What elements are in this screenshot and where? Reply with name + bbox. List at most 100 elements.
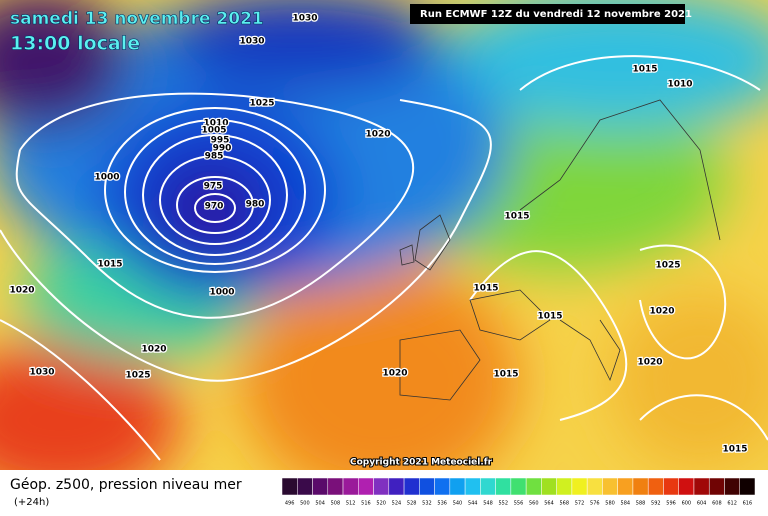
date-label: samedi 13 novembre 2021 xyxy=(10,9,264,29)
isobar-label: 1025 xyxy=(249,99,274,109)
scale-swatch xyxy=(739,477,756,496)
isobar-label: 975 xyxy=(204,182,223,192)
isobar-label: 980 xyxy=(246,200,265,210)
scale-label: 556 xyxy=(514,501,524,507)
scale-swatch xyxy=(632,477,649,496)
scale-label: 516 xyxy=(361,501,371,507)
scale-swatch xyxy=(480,477,496,496)
scale-label: 544 xyxy=(468,501,478,507)
isobar-label: 985 xyxy=(205,152,224,162)
scale-label: 588 xyxy=(636,501,646,507)
isobar-label: 970 xyxy=(205,202,224,212)
isobar-label: 990 xyxy=(213,144,232,154)
isobar-label: 1020 xyxy=(637,358,662,368)
scale-label: 564 xyxy=(544,501,554,507)
scale-swatch xyxy=(403,477,420,496)
isobars xyxy=(0,55,768,461)
isobar-label: 1015 xyxy=(97,260,122,270)
scale-label: 604 xyxy=(697,501,707,507)
scale-label: 584 xyxy=(621,501,631,507)
scale-label: 540 xyxy=(453,501,463,507)
isobar-label: 1020 xyxy=(9,286,34,296)
scale-swatch xyxy=(525,477,542,496)
scale-swatch xyxy=(388,477,405,496)
scale-label: 496 xyxy=(285,501,295,507)
scale-label: 528 xyxy=(407,501,417,507)
isobar-label: 1000 xyxy=(94,173,119,183)
isobar-label: 1020 xyxy=(649,307,674,317)
scale-swatch xyxy=(358,477,374,496)
scale-label: 568 xyxy=(560,501,570,507)
scale-swatch xyxy=(510,477,527,496)
isobar-label: 1030 xyxy=(29,368,54,378)
scale-label: 552 xyxy=(498,501,508,507)
scale-label: 608 xyxy=(712,501,722,507)
isobar-label: 1020 xyxy=(141,345,166,355)
isobar-label: 1025 xyxy=(655,261,680,271)
scale-swatch xyxy=(419,477,435,496)
scale-swatch xyxy=(586,477,603,496)
scale-label: 580 xyxy=(605,501,615,507)
scale-label: 612 xyxy=(727,501,737,507)
scale-swatch xyxy=(373,477,390,496)
scale-swatch xyxy=(449,477,466,496)
scale-label: 576 xyxy=(590,501,600,507)
scale-swatch xyxy=(678,477,695,496)
isobar-label: 1010 xyxy=(667,80,692,90)
time-label: 13:00 locale xyxy=(10,33,140,55)
scale-swatch xyxy=(693,477,710,496)
scale-swatch xyxy=(602,477,618,496)
scale-swatch xyxy=(342,477,359,496)
isobar-label: 1030 xyxy=(239,37,264,47)
scale-swatch xyxy=(312,477,329,496)
isobar-label: 1010 xyxy=(203,119,228,129)
isobar-label: 1015 xyxy=(504,212,529,222)
run-box xyxy=(410,4,685,24)
run-label: Run ECMWF 12Z du vendredi 12 novembre 20… xyxy=(420,9,692,20)
isobar-label: 1020 xyxy=(382,369,407,379)
isobar-label: 1015 xyxy=(537,312,562,322)
color-scale: 496 500 504 508 512 516 520 524 528 532 536 540 544 5… xyxy=(281,477,756,507)
isobar-label: 1015 xyxy=(493,370,518,380)
isobar-label: 1015 xyxy=(632,65,657,75)
copyright: Copyright 2021 Meteociel.fr xyxy=(350,458,493,468)
scale-label: 592 xyxy=(651,501,661,507)
scale-label: 572 xyxy=(575,501,585,507)
scale-swatch xyxy=(617,477,634,496)
scale-swatch xyxy=(571,477,588,496)
scale-label: 520 xyxy=(376,501,386,507)
footer-title: Géop. z500, pression niveau mer xyxy=(10,477,242,493)
isobar-label: 995 xyxy=(211,136,230,146)
isobar-label: 1015 xyxy=(473,284,498,294)
scale-label: 596 xyxy=(666,501,676,507)
scale-label: 616 xyxy=(743,501,753,507)
scale-swatch xyxy=(327,477,344,496)
scale-label: 560 xyxy=(529,501,539,507)
scale-swatch xyxy=(434,477,451,496)
isobar-label: 1030 xyxy=(292,14,317,24)
scale-label: 600 xyxy=(682,501,692,507)
scale-swatch xyxy=(297,477,313,496)
scale-swatch xyxy=(495,477,512,496)
scale-label: 532 xyxy=(422,501,432,507)
coastlines xyxy=(399,99,721,401)
footer-lead: (+24h) xyxy=(14,497,49,508)
scale-label: 512 xyxy=(346,501,356,507)
scale-swatch xyxy=(464,477,481,496)
scale-swatch xyxy=(724,477,740,496)
scale-swatch xyxy=(541,477,557,496)
scale-label: 504 xyxy=(315,501,325,507)
scale-label: 548 xyxy=(483,501,493,507)
scale-label: 500 xyxy=(300,501,310,507)
isobar-label: 1000 xyxy=(209,288,234,298)
scale-label: 508 xyxy=(331,501,341,507)
isobar-label: 1005 xyxy=(201,126,226,136)
scale-swatch xyxy=(556,477,573,496)
isobar-label: 1015 xyxy=(722,445,747,455)
geopotential-field xyxy=(0,0,768,500)
scale-swatch xyxy=(281,477,298,496)
scale-swatch xyxy=(647,477,664,496)
scale-label: 536 xyxy=(437,501,447,507)
